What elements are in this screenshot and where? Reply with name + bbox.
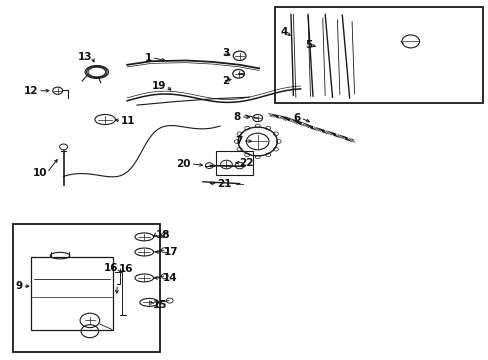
Text: 2: 2 [222,76,229,86]
Text: 18: 18 [155,230,170,240]
Text: 3: 3 [222,48,229,58]
Text: 13: 13 [77,51,92,62]
Text: 12: 12 [23,86,38,96]
Text: 9: 9 [16,281,23,291]
FancyBboxPatch shape [216,151,253,175]
FancyBboxPatch shape [275,7,482,103]
Text: 6: 6 [293,113,300,123]
Text: 19: 19 [152,81,166,91]
Text: 20: 20 [176,159,190,169]
Text: 21: 21 [217,179,232,189]
Text: 16: 16 [103,263,118,273]
Text: 22: 22 [239,158,254,168]
Text: 1: 1 [144,53,151,63]
Text: 5: 5 [305,40,312,50]
Text: 7: 7 [235,136,242,146]
FancyBboxPatch shape [13,224,160,352]
Text: 4: 4 [280,27,287,37]
Text: 15: 15 [152,300,167,310]
Text: 16: 16 [118,264,133,274]
Text: 14: 14 [163,273,177,283]
Text: 17: 17 [163,247,178,257]
Text: 10: 10 [32,168,47,178]
Text: 8: 8 [233,112,240,122]
Text: 11: 11 [121,116,136,126]
